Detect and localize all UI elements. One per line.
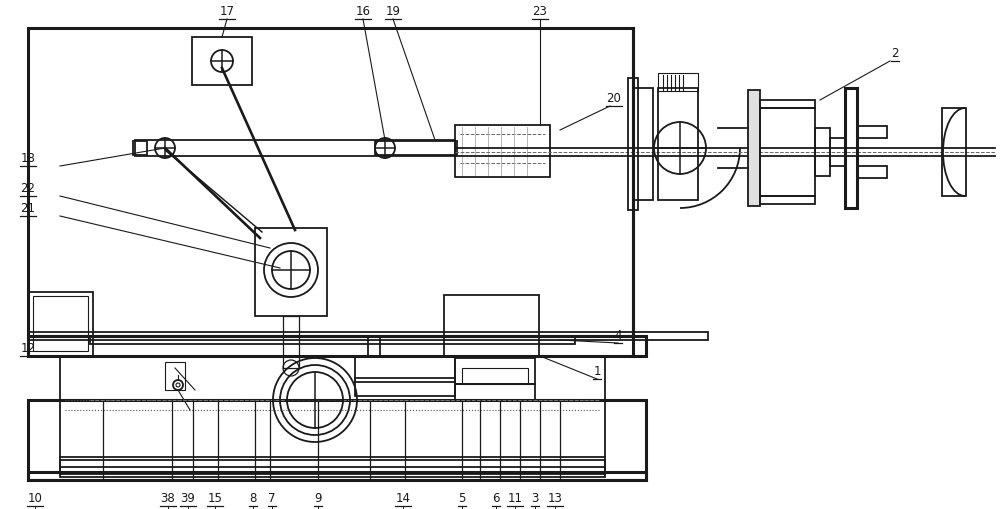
Text: 5: 5	[458, 492, 466, 505]
Bar	[760, 108, 815, 196]
Bar	[192, 37, 252, 85]
Bar	[444, 295, 539, 357]
Text: 18: 18	[21, 152, 35, 165]
Bar	[60, 460, 605, 474]
Text: 2: 2	[891, 47, 899, 60]
Bar	[633, 88, 653, 200]
Text: 3: 3	[531, 492, 539, 505]
Text: 7: 7	[268, 492, 276, 505]
Bar	[942, 108, 966, 196]
Bar	[165, 362, 185, 390]
Bar	[135, 140, 455, 156]
Bar	[815, 128, 830, 176]
Bar	[355, 356, 455, 382]
Bar	[28, 336, 646, 356]
Bar	[628, 78, 638, 210]
Text: 14: 14	[396, 492, 411, 505]
Text: 8: 8	[249, 492, 257, 505]
Bar	[255, 228, 327, 316]
Text: 17: 17	[220, 5, 234, 18]
Text: 23: 23	[533, 5, 547, 18]
Text: 10: 10	[28, 492, 42, 505]
Bar	[375, 141, 457, 155]
Bar	[60, 357, 605, 477]
Bar	[760, 100, 815, 108]
Text: 22: 22	[20, 182, 36, 195]
Bar	[90, 336, 575, 344]
Bar	[355, 378, 455, 396]
Text: 12: 12	[20, 342, 36, 355]
Bar	[462, 368, 528, 384]
Bar	[760, 196, 815, 204]
Bar	[857, 166, 887, 178]
Text: 13: 13	[548, 492, 562, 505]
Text: 11: 11	[508, 492, 522, 505]
Bar	[845, 88, 857, 208]
Bar	[455, 358, 535, 384]
Text: 4: 4	[614, 329, 622, 342]
Bar	[28, 400, 646, 480]
Bar	[455, 125, 550, 177]
Text: 21: 21	[20, 202, 36, 215]
Bar	[830, 138, 845, 166]
Bar	[28, 332, 708, 340]
Bar	[283, 316, 299, 368]
Bar	[28, 472, 646, 480]
Text: 16: 16	[356, 5, 370, 18]
Text: 15: 15	[208, 492, 222, 505]
Text: 20: 20	[607, 92, 621, 105]
Bar	[857, 126, 887, 138]
Text: 39: 39	[181, 492, 195, 505]
Bar	[133, 141, 147, 155]
Text: 6: 6	[492, 492, 500, 505]
Bar	[748, 90, 760, 206]
Bar	[33, 296, 88, 351]
Text: 9: 9	[314, 492, 322, 505]
Bar	[28, 292, 93, 356]
Bar	[455, 384, 535, 400]
Text: 38: 38	[161, 492, 175, 505]
Bar	[658, 88, 698, 200]
Bar	[28, 28, 633, 336]
Text: 1: 1	[593, 365, 601, 378]
Text: 19: 19	[386, 5, 400, 18]
Bar	[658, 73, 698, 91]
